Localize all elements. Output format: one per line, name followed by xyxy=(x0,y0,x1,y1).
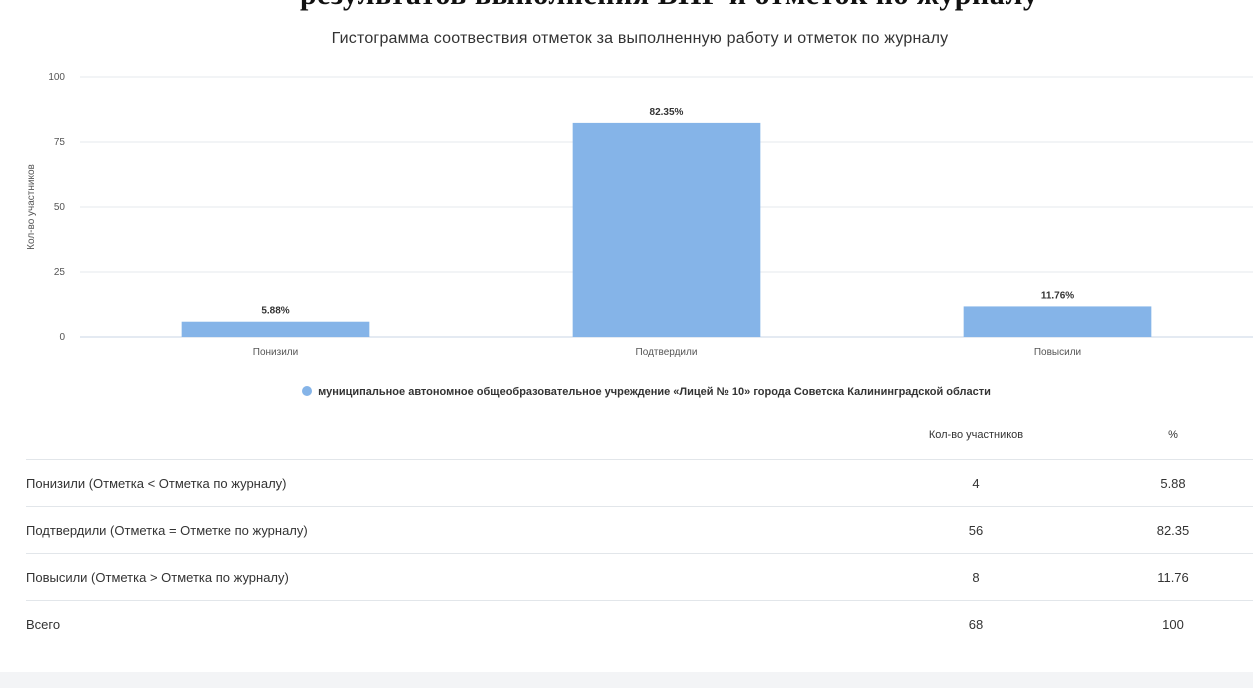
table-row: Повысили (Отметка > Отметка по журналу) … xyxy=(26,554,1253,601)
row-count: 4 xyxy=(972,476,980,491)
bar-chart: 0 25 50 75 100 Кол-во участников 5.88% 82.35%… xyxy=(26,72,1253,358)
bar-1[interactable] xyxy=(181,321,370,337)
header-count: Кол-во участников xyxy=(928,429,1024,441)
table-row: Понизили (Отметка < Отметка по журналу) … xyxy=(26,460,1253,507)
legend[interactable]: муниципальное автономное общеобразовател… xyxy=(10,386,1253,398)
chart-title: Гистограмма соотвествия отметок за выпол… xyxy=(331,30,949,47)
y-tick-label: 100 xyxy=(48,72,65,83)
bar-2[interactable] xyxy=(572,122,761,337)
row-label: Всего xyxy=(26,617,61,632)
category-label: Подтвердили xyxy=(636,347,698,358)
row-percent: 82.35 xyxy=(1156,523,1190,538)
category-label: Повысили xyxy=(1034,347,1081,358)
table-header-row: Кол-во участников % xyxy=(26,413,1253,460)
table-row: Подтвердили (Отметка = Отметке по журнал… xyxy=(26,507,1253,554)
category-labels: Понизили Подтвердили Повысили xyxy=(253,347,1081,358)
table-row-total: Всего 68 100 xyxy=(26,601,1253,647)
data-label: 82.35% xyxy=(650,107,684,118)
data-label: 5.88% xyxy=(261,306,289,317)
bar-3[interactable] xyxy=(963,306,1152,337)
row-count: 56 xyxy=(968,523,984,538)
row-count: 8 xyxy=(972,570,980,585)
y-tick-labels: 0 25 50 75 100 xyxy=(48,72,65,343)
category-label: Понизили xyxy=(253,347,298,358)
row-count: 68 xyxy=(968,617,984,632)
data-labels: 5.88% 82.35% 11.76% xyxy=(261,107,1074,317)
clipped-heading-text: результатов выполнения ВПР и отметок по … xyxy=(300,0,1038,12)
clipped-section-heading: результатов выполнения ВПР и отметок по … xyxy=(0,0,1253,12)
bottom-strip xyxy=(0,672,1253,688)
y-axis-label: Кол-во участников xyxy=(26,164,37,250)
y-tick-label: 25 xyxy=(54,267,66,278)
row-label: Повысили (Отметка > Отметка по журналу) xyxy=(26,570,289,585)
row-percent: 11.76 xyxy=(1157,570,1189,585)
y-tick-label: 0 xyxy=(59,332,65,343)
chart-panel: Гистограмма соотвествия отметок за выпол… xyxy=(10,12,1253,672)
bars xyxy=(181,122,1152,337)
row-label: Понизили (Отметка < Отметка по журналу) xyxy=(26,476,287,491)
y-tick-label: 75 xyxy=(54,137,66,148)
header-percent: % xyxy=(1168,429,1178,441)
row-percent: 100 xyxy=(1162,617,1184,632)
results-table: Кол-во участников % Понизили (Отметка < … xyxy=(26,413,1253,647)
row-percent: 5.88 xyxy=(1160,476,1186,491)
y-tick-label: 50 xyxy=(54,202,66,213)
data-label: 11.76% xyxy=(1041,290,1074,301)
legend-marker xyxy=(302,386,313,396)
row-label: Подтвердили (Отметка = Отметке по журнал… xyxy=(26,523,308,538)
legend-series-name: муниципальное автономное общеобразовател… xyxy=(318,386,991,398)
